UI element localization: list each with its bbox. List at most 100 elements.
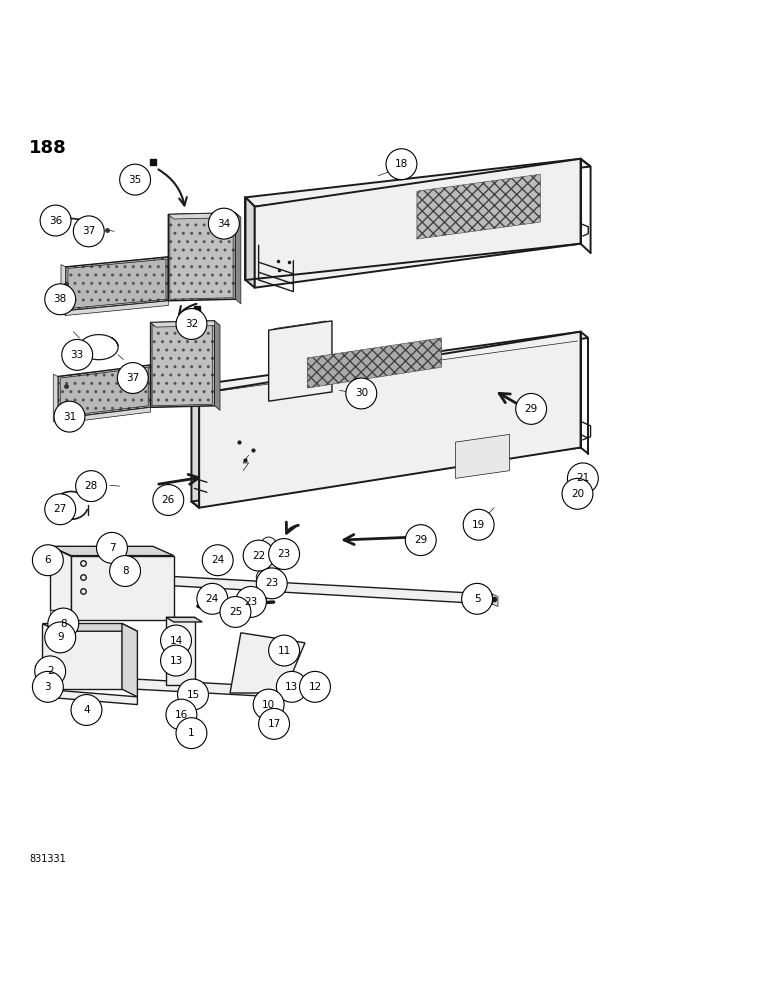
Polygon shape [307,338,442,388]
Circle shape [269,635,300,666]
Polygon shape [230,633,305,693]
Text: 2: 2 [47,666,53,676]
Text: 21: 21 [576,473,590,483]
Polygon shape [50,610,71,620]
Circle shape [405,525,436,556]
Polygon shape [168,213,235,301]
Polygon shape [42,689,137,705]
Text: 29: 29 [414,535,428,545]
Circle shape [300,671,330,702]
Text: 33: 33 [70,350,84,360]
Text: 188: 188 [29,139,67,157]
Circle shape [266,554,282,569]
Polygon shape [493,594,498,607]
Text: 23: 23 [277,549,291,559]
Text: 37: 37 [82,226,96,236]
Circle shape [40,205,71,236]
Circle shape [161,625,191,656]
Circle shape [259,708,290,739]
Circle shape [202,545,233,576]
Polygon shape [158,576,493,604]
Text: 22: 22 [252,551,266,561]
Circle shape [253,689,284,720]
Polygon shape [158,573,162,585]
Circle shape [256,568,287,599]
Circle shape [48,608,79,639]
Polygon shape [135,679,276,697]
Circle shape [255,585,270,600]
Circle shape [261,537,276,552]
Circle shape [161,645,191,676]
Circle shape [462,583,493,614]
Circle shape [45,284,76,315]
Polygon shape [50,546,71,610]
Circle shape [166,699,197,730]
Text: 4: 4 [83,705,90,715]
Polygon shape [191,332,588,393]
Text: 19: 19 [472,520,486,530]
Circle shape [45,622,76,653]
Text: 11: 11 [277,646,291,656]
Circle shape [269,539,300,569]
Polygon shape [166,617,202,622]
Polygon shape [58,407,151,424]
Circle shape [117,363,148,393]
Text: 29: 29 [524,404,538,414]
Circle shape [45,494,76,525]
Circle shape [71,695,102,725]
Circle shape [208,208,239,239]
Polygon shape [215,321,220,410]
Text: 24: 24 [205,594,219,604]
Circle shape [516,393,547,424]
Circle shape [96,532,127,563]
Circle shape [562,478,593,509]
Polygon shape [151,321,220,327]
Circle shape [567,463,598,494]
Circle shape [62,339,93,370]
Polygon shape [42,624,122,689]
Polygon shape [50,546,174,556]
Text: 38: 38 [53,294,67,304]
Text: 12: 12 [308,682,322,692]
Circle shape [153,485,184,515]
Text: 34: 34 [217,219,231,229]
Polygon shape [127,678,135,689]
Polygon shape [71,556,174,620]
Polygon shape [151,321,215,407]
Text: 8: 8 [60,619,66,629]
Circle shape [54,401,85,432]
Polygon shape [255,159,581,288]
Text: 31: 31 [63,412,76,422]
Text: 32: 32 [185,319,198,329]
Polygon shape [191,386,199,508]
Text: 37: 37 [126,373,140,383]
Text: 13: 13 [285,682,299,692]
Polygon shape [455,434,510,478]
Text: 25: 25 [229,607,242,617]
Circle shape [73,216,104,247]
Text: 9: 9 [57,632,63,642]
Text: 27: 27 [53,504,67,514]
Polygon shape [168,213,241,219]
Circle shape [235,586,266,617]
Polygon shape [245,197,255,288]
Circle shape [346,378,377,409]
Text: 16: 16 [174,710,188,720]
Polygon shape [66,257,168,311]
Text: 1: 1 [188,728,195,738]
Polygon shape [61,265,66,315]
Circle shape [276,671,307,702]
Text: 30: 30 [354,388,368,398]
Circle shape [120,164,151,195]
Polygon shape [66,301,168,315]
Polygon shape [122,624,137,697]
Circle shape [178,679,208,710]
Text: 24: 24 [211,555,225,565]
Circle shape [35,656,66,687]
Polygon shape [58,365,151,419]
Text: 36: 36 [49,216,63,226]
Circle shape [243,540,274,571]
Text: 15: 15 [186,690,200,700]
Circle shape [463,509,494,540]
Circle shape [176,309,207,339]
